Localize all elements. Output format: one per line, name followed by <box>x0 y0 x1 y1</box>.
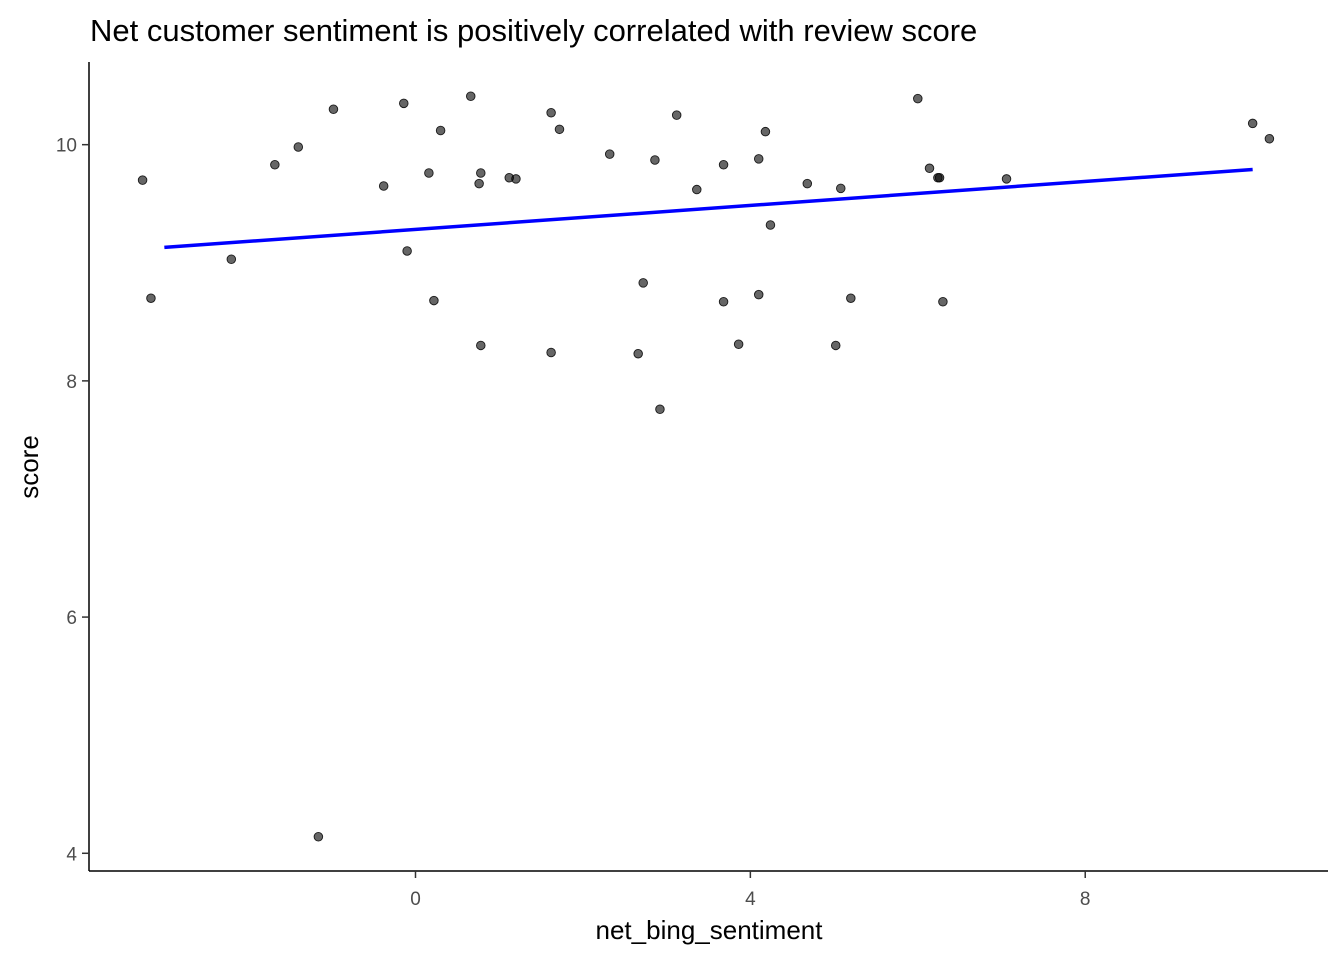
y-tick-label: 6 <box>66 608 77 629</box>
data-point <box>476 340 486 351</box>
data-point <box>435 125 446 136</box>
data-point <box>399 98 409 109</box>
x-tick-label: 4 <box>745 889 756 910</box>
data-point <box>650 155 660 165</box>
data-point <box>718 296 729 307</box>
data-point <box>226 254 237 264</box>
data-point <box>546 347 556 358</box>
x-tick-label: 8 <box>1080 889 1091 910</box>
data-point <box>137 175 148 185</box>
data-point <box>474 178 484 189</box>
points-layer <box>137 91 1275 842</box>
data-point <box>753 154 764 164</box>
y-axis-title: score <box>14 435 44 499</box>
data-point <box>718 159 729 170</box>
data-point <box>429 295 439 306</box>
y-axis-ticks: 4 6 8 10 <box>56 136 89 865</box>
data-point <box>546 108 556 118</box>
data-point <box>402 246 412 256</box>
data-point <box>913 93 923 104</box>
data-point <box>270 159 280 170</box>
data-point <box>760 126 771 137</box>
data-point <box>1264 134 1275 144</box>
chart-title: Net customer sentiment is positively cor… <box>90 13 977 48</box>
trend-line <box>164 167 1253 250</box>
data-point <box>476 168 486 178</box>
data-point <box>924 163 935 174</box>
data-point <box>671 110 682 120</box>
data-point <box>465 91 476 101</box>
data-point <box>328 104 339 114</box>
data-point <box>733 339 744 350</box>
data-point <box>313 832 324 842</box>
data-point <box>1001 174 1012 184</box>
data-point <box>765 220 776 230</box>
data-point <box>846 293 856 303</box>
x-axis-title: net_bing_sentiment <box>596 915 824 945</box>
data-point <box>554 124 565 135</box>
data-point <box>146 293 156 303</box>
data-point <box>604 149 615 159</box>
data-point <box>511 174 521 184</box>
trend-layer <box>164 167 1253 250</box>
data-point <box>638 278 648 288</box>
y-tick-label: 10 <box>56 136 77 157</box>
data-point <box>378 181 389 191</box>
x-axis-ticks: 0 4 8 <box>410 871 1091 910</box>
data-point <box>655 404 665 414</box>
data-point <box>1247 118 1258 129</box>
data-point <box>934 172 945 183</box>
data-point <box>836 183 846 194</box>
x-tick-label: 0 <box>410 889 421 910</box>
y-tick-label: 8 <box>66 372 77 393</box>
data-point <box>802 178 813 189</box>
data-point <box>692 184 702 195</box>
data-point <box>424 168 434 178</box>
y-tick-label: 4 <box>66 844 77 865</box>
data-point <box>633 348 643 359</box>
data-point <box>293 142 304 152</box>
data-point <box>830 340 841 351</box>
data-point <box>938 296 948 307</box>
data-point <box>753 289 764 300</box>
